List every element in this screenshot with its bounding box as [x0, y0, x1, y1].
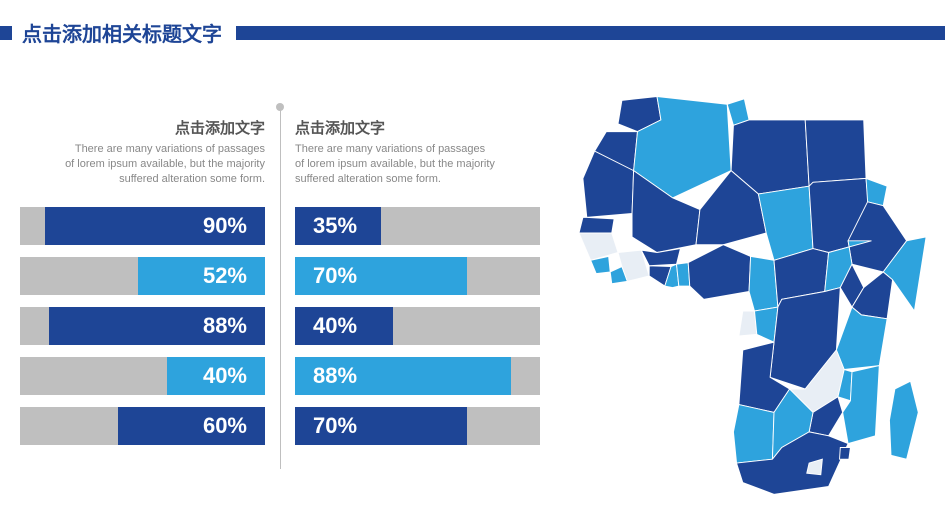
- bar-label: 40%: [193, 363, 257, 389]
- header-accent-right: [236, 26, 945, 40]
- bar-fill: 90%: [45, 207, 266, 245]
- bar-fill: 70%: [295, 257, 467, 295]
- bar-row: 52%: [20, 257, 265, 295]
- bar-fill: 52%: [138, 257, 265, 295]
- left-column-subtitle: There are many variations of passages of…: [65, 142, 265, 187]
- bar-fill: 88%: [49, 307, 265, 345]
- country-egypt: [805, 120, 866, 186]
- slide-content: 点击添加文字 There are many variations of pass…: [0, 117, 945, 498]
- country-cameroon: [749, 256, 778, 311]
- country-swaziland: [840, 447, 851, 459]
- divider-line: [280, 109, 281, 469]
- right-column-subtitle: There are many variations of passages of…: [295, 142, 495, 187]
- country-nigeria: [688, 245, 750, 300]
- left-column-title: 点击添加文字: [175, 117, 265, 138]
- bar-label: 88%: [193, 313, 257, 339]
- bar-label: 52%: [193, 263, 257, 289]
- left-column: 点击添加文字 There are many variations of pass…: [20, 117, 265, 457]
- country-madagascar: [889, 381, 918, 459]
- bar-label: 60%: [193, 413, 257, 439]
- header-accent-left: [0, 26, 12, 40]
- country-gabon: [739, 311, 757, 336]
- country-senegal: [579, 217, 614, 233]
- center-divider: [265, 117, 295, 469]
- country-chad: [758, 186, 813, 260]
- bar-fill: 88%: [295, 357, 511, 395]
- bar-row: 70%: [295, 407, 540, 445]
- country-guinea: [579, 233, 618, 260]
- bar-row: 90%: [20, 207, 265, 245]
- bar-fill: 35%: [295, 207, 381, 245]
- bar-row: 40%: [295, 307, 540, 345]
- bar-label: 90%: [193, 213, 257, 239]
- slide-title: 点击添加相关标题文字: [22, 18, 222, 47]
- bar-row: 40%: [20, 357, 265, 395]
- africa-map-svg: [540, 77, 930, 498]
- bar-fill: 40%: [295, 307, 393, 345]
- bar-label: 35%: [303, 213, 367, 239]
- divider-dot-icon: [276, 103, 284, 111]
- slide-header: 点击添加相关标题文字: [0, 0, 945, 47]
- bar-label: 70%: [303, 263, 367, 289]
- bar-label: 70%: [303, 413, 367, 439]
- bar-charts-group: 点击添加文字 There are many variations of pass…: [20, 117, 540, 498]
- bar-row: 88%: [295, 357, 540, 395]
- bar-label: 40%: [303, 313, 367, 339]
- country-eritrea: [866, 178, 887, 205]
- bar-row: 60%: [20, 407, 265, 445]
- bar-row: 70%: [295, 257, 540, 295]
- right-column-title: 点击添加文字: [295, 117, 385, 138]
- bar-fill: 70%: [295, 407, 467, 445]
- bar-row: 88%: [20, 307, 265, 345]
- bar-fill: 40%: [167, 357, 265, 395]
- left-bars: 90% 52% 88% 40% 60%: [20, 207, 265, 457]
- right-column: 点击添加文字 There are many variations of pass…: [295, 117, 540, 457]
- country-namibia: [733, 405, 774, 463]
- country-benin: [677, 263, 690, 286]
- bar-row: 35%: [295, 207, 540, 245]
- africa-map: [540, 117, 930, 498]
- bar-label: 88%: [303, 363, 367, 389]
- right-bars: 35% 70% 40% 88% 70%: [295, 207, 540, 457]
- bar-fill: 60%: [118, 407, 265, 445]
